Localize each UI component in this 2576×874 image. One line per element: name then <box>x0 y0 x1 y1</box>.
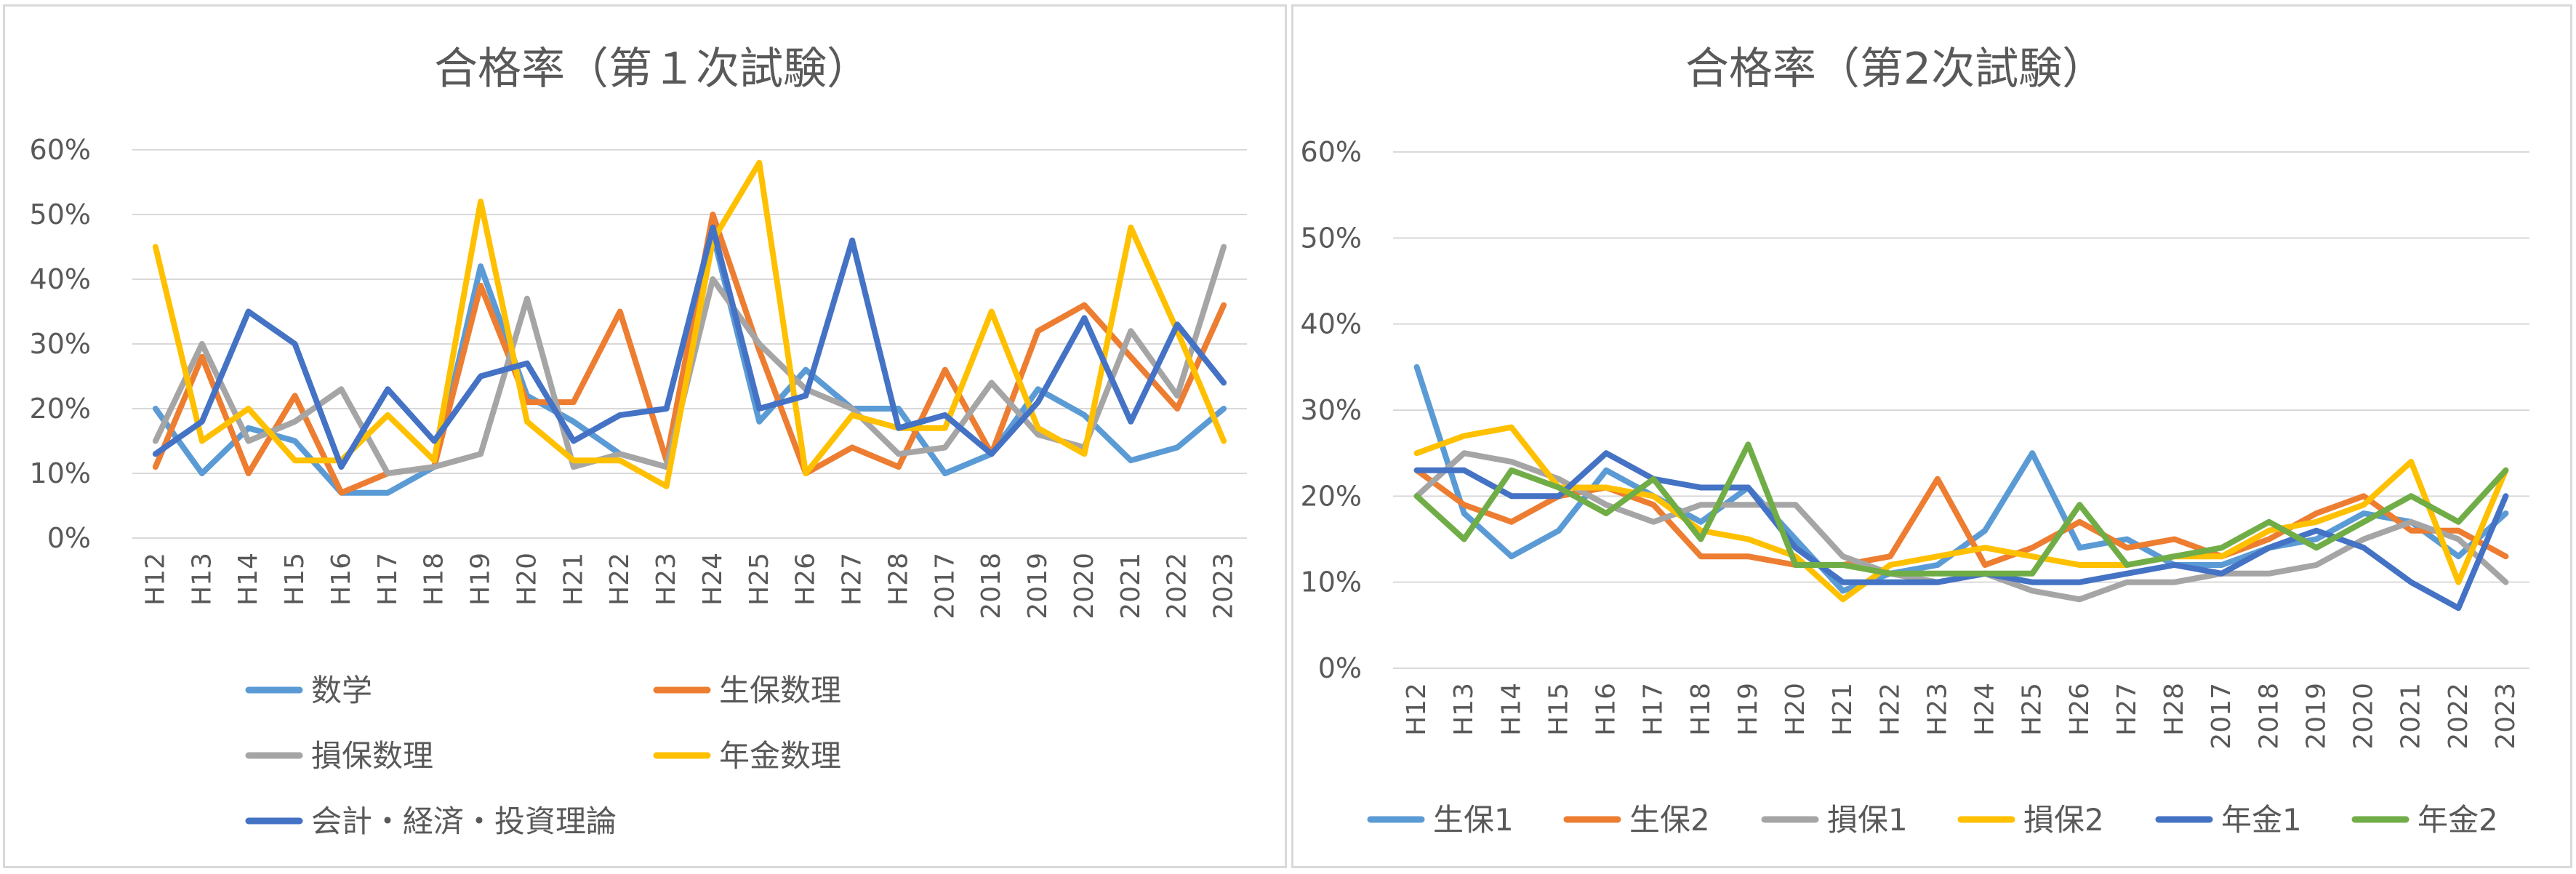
series-line-2 <box>152 212 1227 496</box>
x-tick-label: H28 <box>883 553 913 606</box>
x-tick-label: H20 <box>512 553 542 606</box>
x-tick-label: H13 <box>187 553 217 606</box>
legend-label: 生保2 <box>1629 802 1710 838</box>
legend-label: 損保1 <box>1827 802 1908 838</box>
chart-panel-second-exam: 合格率（第2次試験） 0% 10% 20% 30% 40% 50% 60% H12 H13 H14 H… <box>1291 4 2572 868</box>
x-tick-label: H12 <box>140 553 170 606</box>
series-line-4 <box>152 159 1227 489</box>
x-tick-label: 2020 <box>2349 683 2379 750</box>
y-tick-label: 20% <box>1301 480 1362 512</box>
x-tick-label: H18 <box>420 553 449 606</box>
x-tick-label: 2017 <box>930 553 960 620</box>
x-tick-label: H25 <box>745 553 774 606</box>
x-tick-label: H21 <box>1828 683 1858 736</box>
x-tick-label: H14 <box>233 553 263 606</box>
x-tick-label: H12 <box>1402 683 1432 736</box>
x-tick-label: H15 <box>280 553 310 606</box>
series-line-5 <box>1413 450 2509 612</box>
x-tick-label: 2018 <box>2254 683 2284 750</box>
chart-first-exam: 合格率（第１次試験） 0% 10% 20% 30% 40% 50% 60% H12 H13 H14 H… <box>30 44 1247 839</box>
x-tick-label: 2018 <box>976 553 1006 620</box>
x-tick-label: H20 <box>1781 683 1810 736</box>
x-tick-label: 2021 <box>1116 553 1146 620</box>
legend-label: 損保数理 <box>311 738 433 774</box>
y-tick-label: 30% <box>1301 394 1362 426</box>
x-tick-label: 2020 <box>1070 553 1099 620</box>
y-tick-label: 50% <box>1301 222 1362 254</box>
series-line-4 <box>1413 424 2509 603</box>
x-tick-label: H26 <box>791 553 821 606</box>
legend-label: 損保2 <box>2023 802 2104 838</box>
x-tick-label: H15 <box>1544 683 1573 736</box>
y-tick-label: 40% <box>30 263 91 295</box>
x-tick-label: 2022 <box>2444 683 2473 750</box>
x-tick-label: H23 <box>651 553 681 606</box>
legend-label: 数学 <box>311 673 372 708</box>
legend-label: 年金数理 <box>719 738 841 774</box>
x-tick-label: H21 <box>558 553 588 606</box>
legend-label: 生保1 <box>1433 802 1514 838</box>
chart-title: 合格率（第2次試験） <box>1685 44 2106 95</box>
legend-label: 生保数理 <box>719 673 841 708</box>
x-tick-label: H27 <box>838 553 867 606</box>
x-tick-label: 2023 <box>2491 683 2521 750</box>
x-tick-label: 2019 <box>2301 683 2331 750</box>
x-tick-label: H14 <box>1496 683 1526 736</box>
x-tick-label: 2021 <box>2396 683 2426 750</box>
legend-label: 会計・経済・投資理論 <box>311 803 617 839</box>
x-tick-label: H19 <box>1733 683 1763 736</box>
y-tick-label: 0% <box>1318 652 1362 684</box>
x-tick-label: 2022 <box>1163 553 1192 620</box>
x-tick-label: H24 <box>1970 683 2000 736</box>
x-tick-label: H24 <box>698 553 728 606</box>
x-tick-label: H17 <box>1639 683 1669 736</box>
series-line-6 <box>1413 441 2509 577</box>
y-tick-label: 60% <box>30 134 91 166</box>
x-tick-label: H23 <box>1922 683 1952 736</box>
y-tick-label: 10% <box>30 457 91 489</box>
x-tick-label: 2019 <box>1023 553 1053 620</box>
y-tick-label: 0% <box>47 522 91 554</box>
y-tick-label: 30% <box>30 328 91 360</box>
x-tick-label: H22 <box>1875 683 1905 736</box>
x-tick-label: H22 <box>605 553 635 606</box>
x-tick-label: H19 <box>466 553 496 606</box>
series-line-5 <box>152 224 1227 470</box>
y-tick-label: 60% <box>1301 136 1362 168</box>
x-tick-label: H17 <box>373 553 403 606</box>
chart-panel-first-exam: 合格率（第１次試験） 0% 10% 20% 30% 40% 50% 60% H12 H13 H14 H… <box>3 4 1287 868</box>
legend-label: 年金2 <box>2417 802 2498 838</box>
x-tick-label: 2017 <box>2207 683 2236 750</box>
legend-label: 年金1 <box>2221 802 2302 838</box>
x-tick-label: H13 <box>1449 683 1479 736</box>
x-tick-label: H16 <box>326 553 356 606</box>
x-tick-label: H25 <box>2018 683 2047 736</box>
y-tick-label: 40% <box>1301 308 1362 340</box>
x-tick-label: H27 <box>2112 683 2142 736</box>
x-tick-label: H26 <box>2065 683 2095 736</box>
x-tick-label: 2023 <box>1209 553 1239 620</box>
x-tick-label: H28 <box>2159 683 2189 736</box>
x-tick-label: H18 <box>1686 683 1716 736</box>
y-tick-label: 10% <box>1301 566 1362 598</box>
x-tick-label: H16 <box>1592 683 1621 736</box>
chart-second-exam: 合格率（第2次試験） 0% 10% 20% 30% 40% 50% 60% H12 H13 H14 H… <box>1301 44 2529 838</box>
y-tick-label: 50% <box>30 199 91 230</box>
y-tick-label: 20% <box>30 393 91 425</box>
chart-title: 合格率（第１次試験） <box>434 44 870 95</box>
